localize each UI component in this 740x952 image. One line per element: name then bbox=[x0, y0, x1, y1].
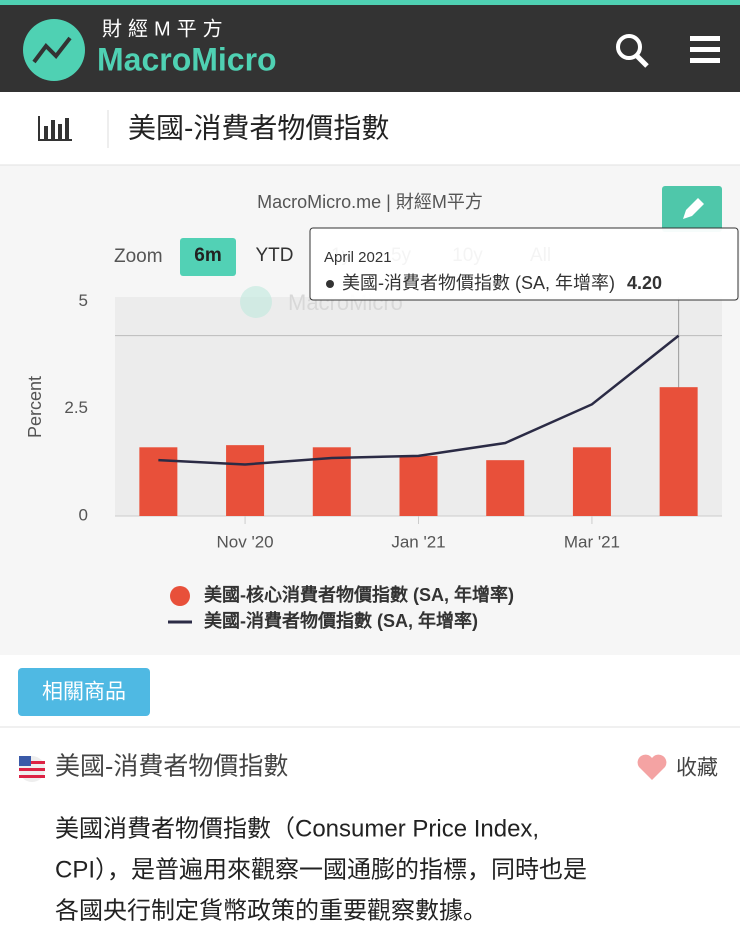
y-tick-label: 2.5 bbox=[64, 398, 88, 417]
related-button[interactable] bbox=[18, 668, 150, 716]
tooltip-series: 美國-消費者物價指數 (SA, 年增率) bbox=[342, 273, 615, 293]
chart-credits: MacroMicro.me | 財經M平方 bbox=[257, 192, 483, 212]
menu-line bbox=[690, 58, 720, 63]
menu-line bbox=[690, 47, 720, 52]
icon-bar bbox=[65, 118, 69, 140]
zoom-label: Zoom bbox=[114, 246, 163, 267]
logo[interactable] bbox=[23, 19, 85, 81]
menu-icon[interactable] bbox=[690, 36, 720, 63]
description-line: 各國央行制定貨幣政策的重要觀察數據。 bbox=[55, 897, 487, 924]
y-tick-label: 0 bbox=[79, 505, 88, 524]
tooltip-date: April 2021 bbox=[324, 249, 392, 266]
plot: Zoom6mYTD1y5y10yAllMacroMicro02.55Percen… bbox=[25, 227, 739, 631]
tooltip-text: 美國-消費者物價指數 (SA, 年增率) 4.20 bbox=[342, 273, 662, 293]
bar bbox=[139, 447, 178, 516]
zoom-button[interactable]: 6m bbox=[194, 245, 221, 266]
icon-bar bbox=[38, 116, 40, 140]
chart-icon bbox=[38, 116, 72, 141]
brand-en: MacroMicro bbox=[97, 41, 277, 77]
description: 美國消費者物價指數（Consumer Price Index, CPI），是普遍用… bbox=[55, 815, 587, 924]
flag-stripe bbox=[19, 761, 45, 764]
bar bbox=[659, 387, 698, 516]
search-handle bbox=[635, 54, 649, 68]
y-axis-label: Percent bbox=[25, 376, 45, 438]
flag-canton bbox=[19, 756, 31, 766]
description-line: 美國消費者物價指數（Consumer Price Index, bbox=[55, 815, 539, 842]
related-button-label: 相關商品 bbox=[42, 681, 126, 704]
bar bbox=[226, 445, 265, 516]
zoom-button[interactable]: YTD bbox=[256, 245, 294, 266]
icon-bar bbox=[44, 126, 48, 140]
icon-bar bbox=[58, 124, 62, 140]
item-title: 美國-消費者物價指數 bbox=[55, 753, 288, 781]
legend-marker bbox=[170, 586, 190, 606]
x-tick-label: Nov '20 bbox=[217, 532, 274, 551]
legend-label[interactable]: 美國-消費者物價指數 (SA, 年增率) bbox=[204, 610, 478, 631]
edit-icon bbox=[683, 198, 704, 219]
icon-base bbox=[38, 139, 72, 141]
menu-line bbox=[690, 36, 720, 41]
search-icon[interactable] bbox=[616, 34, 649, 68]
icon-bar bbox=[51, 120, 55, 140]
tooltip-bullet bbox=[326, 280, 334, 288]
x-tick-label: Jan '21 bbox=[391, 532, 445, 551]
zoom-button-bg bbox=[180, 238, 236, 276]
tooltip bbox=[309, 227, 739, 301]
flag-stripe bbox=[19, 768, 45, 771]
bar bbox=[486, 460, 525, 516]
legend-label[interactable]: 美國-核心消費者物價指數 (SA, 年增率) bbox=[204, 584, 514, 605]
search-lens bbox=[616, 34, 642, 60]
line bbox=[158, 334, 680, 466]
logo-glyph bbox=[32, 36, 72, 64]
heart-icon[interactable] bbox=[637, 754, 667, 780]
top-stripe bbox=[0, 0, 740, 5]
page-title: 美國-消費者物價指數 bbox=[128, 112, 389, 143]
flag-icon bbox=[19, 756, 45, 782]
x-tick-label: Mar '21 bbox=[564, 532, 620, 551]
tooltip-value: 4.20 bbox=[627, 273, 662, 293]
description-line: CPI），是普遍用來觀察一國通膨的指標，同時也是 bbox=[55, 856, 587, 883]
flag-stripe bbox=[19, 775, 45, 778]
bar bbox=[399, 455, 438, 516]
bar bbox=[572, 447, 611, 516]
y-tick-label: 5 bbox=[79, 291, 88, 310]
brand-cn: 財經M平方 bbox=[102, 17, 229, 40]
favorite-label[interactable]: 收藏 bbox=[676, 757, 718, 780]
watermark-logo bbox=[240, 286, 272, 318]
